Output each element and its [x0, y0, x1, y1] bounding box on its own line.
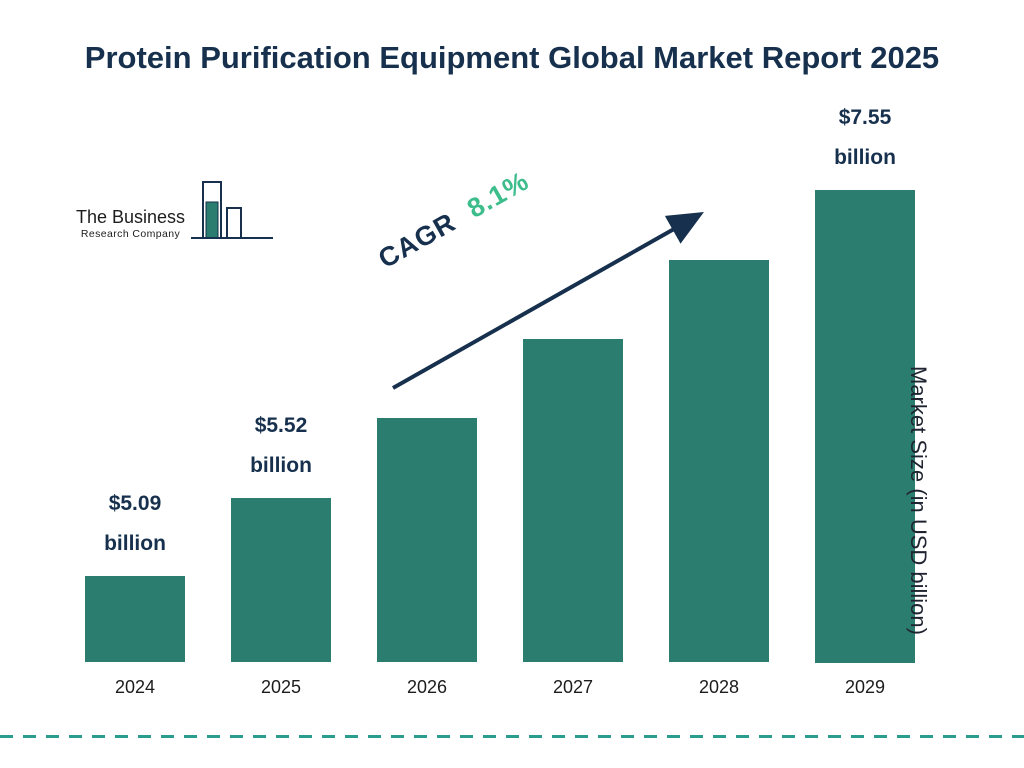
bar-2024 [85, 576, 185, 662]
bottom-dashed-divider [0, 735, 1024, 738]
x-axis-tick-2026: 2026 [406, 677, 448, 697]
bar-value-label-2024: $5.09 billion [104, 492, 166, 556]
x-axis-tick-2024: 2024 [114, 677, 156, 697]
bar-chart: $5.09 billion 2024 $5.52 billion 2025 2026 2027… [85, 98, 915, 698]
bar-column-2024: $5.09 billion 2024 [85, 98, 185, 698]
company-logo: The Business Research Company [76, 180, 275, 244]
bar-column-2026: 2026 [377, 98, 477, 698]
bar-2028 [669, 260, 769, 662]
bar-value-label-2029: $7.55 billion [834, 106, 896, 169]
x-axis-tick-2028: 2028 [698, 677, 740, 697]
y-axis-label: Market Size (in USD billion) [906, 365, 931, 635]
company-logo-text: The Business Research Company [76, 207, 185, 240]
bars-container: $5.09 billion 2024 $5.52 billion 2025 2026 2027… [85, 98, 915, 698]
bar-column-2029: $7.55 billion 2029 [815, 98, 915, 698]
bar-2029 [815, 189, 915, 663]
bar-2025 [231, 498, 331, 662]
bar-2027 [523, 339, 623, 662]
x-axis-tick-2027: 2027 [552, 677, 594, 697]
bar-column-2028: 2028 [669, 98, 769, 698]
logo-name: The Business [76, 207, 186, 227]
page-title: Protein Purification Equipment Global Ma… [84, 40, 940, 75]
logo-subname: Research Company [80, 228, 181, 240]
bar-2026 [377, 418, 477, 662]
bar-chart-logo-icon [191, 181, 274, 239]
x-axis-tick-2029: 2029 [844, 677, 886, 697]
bar-column-2025: $5.52 billion 2025 [231, 98, 331, 698]
bar-value-label-2025: $5.52 billion [250, 414, 312, 478]
bar-column-2027: 2027 [523, 98, 623, 698]
x-axis-tick-2025: 2025 [260, 677, 302, 697]
